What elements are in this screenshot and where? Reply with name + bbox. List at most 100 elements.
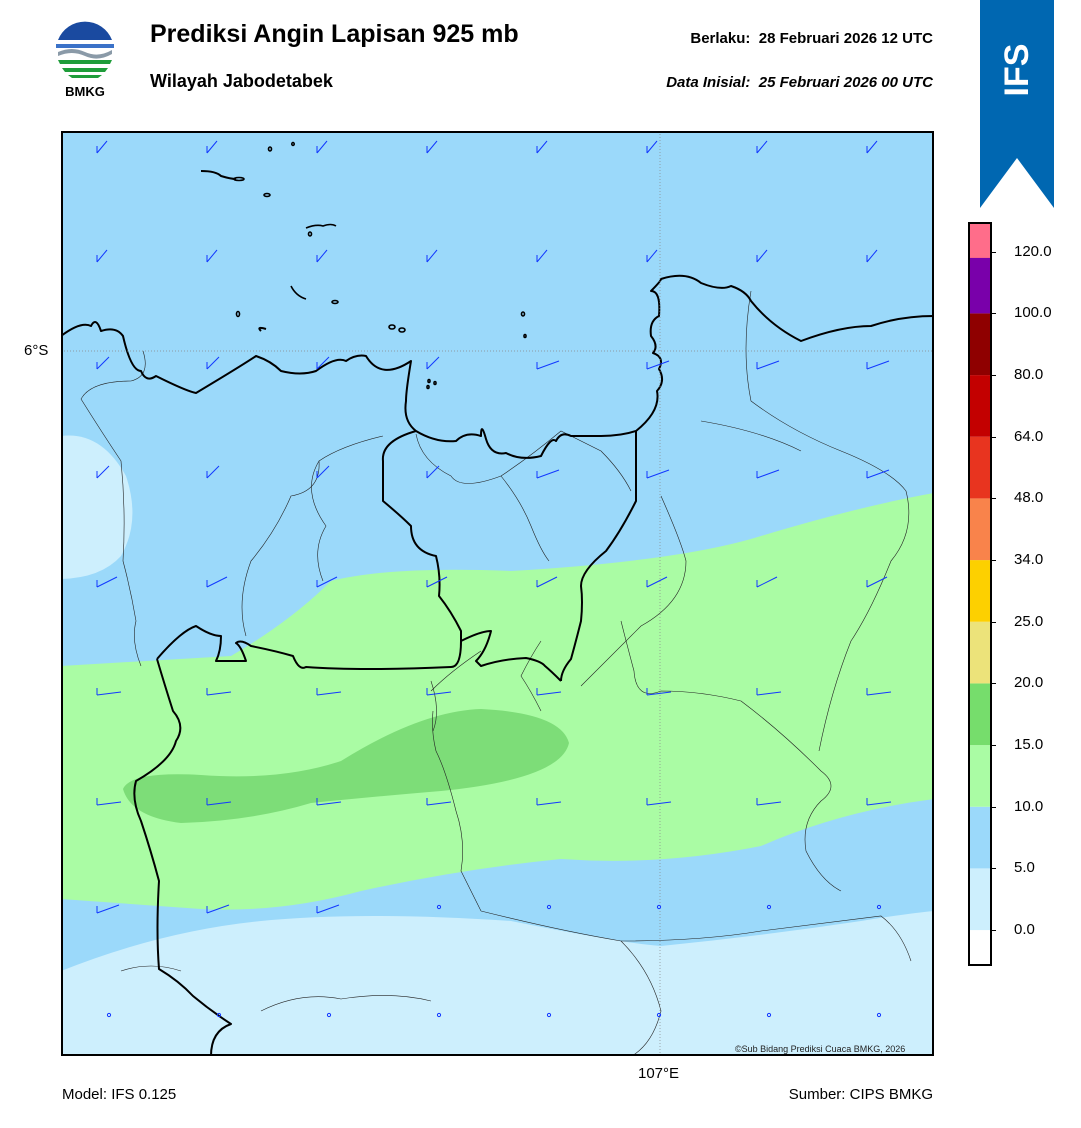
wind-barb [316, 904, 340, 914]
model-badge: IFS [998, 44, 1036, 97]
wind-barb [316, 465, 330, 479]
calm-marker [546, 1012, 552, 1018]
wind-barb [756, 249, 768, 263]
calm-marker [766, 1012, 772, 1018]
colorbar-tick-label: 0.0 [1014, 921, 1035, 939]
wind-barb [646, 140, 658, 154]
wind-shade-calm [61, 911, 934, 1056]
colorbar-cell [970, 560, 990, 622]
wind-barb [206, 249, 218, 263]
wind-barb [96, 465, 110, 479]
logo-text: BMKG [65, 84, 105, 99]
wind-barb [206, 356, 220, 370]
map-subtitle: Wilayah Jabodetabek [150, 71, 333, 91]
colorbar-tick-label: 5.0 [1014, 859, 1035, 877]
colorbar-cell [970, 375, 990, 437]
calm-marker [876, 1012, 882, 1018]
wind-barb [646, 798, 672, 806]
wind-barb [536, 140, 548, 154]
wind-barb [426, 688, 452, 696]
wind-barb [646, 360, 670, 370]
wind-barb [536, 688, 562, 696]
wind-barbs [96, 140, 892, 1018]
wind-barb [426, 465, 440, 479]
wind-barb [866, 469, 890, 479]
valid-time: Berlaku: 28 Februari 2026 12 UTC [690, 30, 933, 47]
wind-barb [756, 140, 768, 154]
wind-barb [206, 904, 230, 914]
colorbar-cell [970, 621, 990, 684]
colorbar [968, 222, 992, 966]
colorbar-tick-label: 64.0 [1014, 427, 1044, 445]
wind-barb [646, 576, 668, 588]
colorbar-cell [970, 806, 990, 869]
source-info: Sumber: CIPS BMKG [788, 1086, 933, 1103]
colorbar-tick-label: 48.0 [1014, 489, 1044, 507]
wind-barb [866, 140, 878, 154]
colorbar-cell [970, 683, 990, 746]
wind-barb [536, 469, 560, 479]
coastline [61, 170, 934, 459]
calm-marker [876, 904, 882, 910]
wind-barb [866, 798, 892, 806]
wind-barb [96, 688, 122, 696]
colorbar-tick [990, 868, 996, 870]
islands [233, 141, 527, 390]
wind-barb [866, 576, 888, 588]
calm-marker [656, 1012, 662, 1018]
wind-barb [756, 576, 778, 588]
colorbar-cell [970, 745, 990, 807]
wind-barb [206, 465, 220, 479]
wind-barb [426, 140, 438, 154]
admin-boundaries [80, 290, 912, 1056]
colorbar-tick-label: 25.0 [1014, 612, 1044, 630]
wind-barb [426, 576, 448, 588]
province-boundaries [133, 430, 637, 1056]
wind-barb [536, 798, 562, 806]
calm-marker [766, 904, 772, 910]
colorbar-tick [990, 560, 996, 562]
wind-barb [316, 249, 328, 263]
calm-marker [546, 904, 552, 910]
wind-barb [96, 904, 120, 914]
colorbar-cell [970, 868, 990, 931]
wind-barb [316, 798, 342, 806]
calm-marker [326, 1012, 332, 1018]
colorbar-tick-label: 15.0 [1014, 736, 1044, 754]
wind-barb [426, 798, 452, 806]
wind-barb [646, 688, 672, 696]
colorbar-tick [990, 683, 996, 685]
wind-barb [96, 356, 110, 370]
colorbar-tick [990, 498, 996, 500]
copyright: ©Sub Bidang Prediksi Cuaca BMKG, 2026 [735, 1044, 906, 1054]
wind-barb [96, 140, 108, 154]
colorbar-tick-label: 34.0 [1014, 551, 1044, 569]
wind-barb [536, 576, 558, 588]
wind-barb [426, 356, 440, 370]
colorbar-cell [970, 930, 990, 964]
wind-barb [426, 249, 438, 263]
wind-barb [96, 249, 108, 263]
bmkg-logo [52, 20, 118, 102]
wind-barb [206, 688, 232, 696]
wind-barb [866, 688, 892, 696]
lat-label: 6°S [24, 342, 49, 359]
colorbar-cell [970, 498, 990, 561]
init-time: Data Inisial: 25 Februari 2026 00 UTC [666, 74, 933, 91]
calm-marker [106, 1012, 112, 1018]
calm-marker [216, 1012, 222, 1018]
colorbar-frame [968, 222, 992, 966]
colorbar-tick-label: 20.0 [1014, 674, 1044, 692]
lon-label: 107°E [638, 1065, 680, 1082]
wind-map[interactable] [61, 131, 934, 1056]
wind-barb [756, 798, 782, 806]
colorbar-tick [990, 745, 996, 747]
wind-barb [536, 360, 560, 370]
model-info: Model: IFS 0.125 [62, 1086, 177, 1103]
wind-barb [316, 356, 330, 370]
wind-barb [96, 798, 122, 806]
valid-label: Berlaku: [690, 30, 751, 47]
wind-barb [756, 360, 780, 370]
colorbar-tick [990, 621, 996, 623]
colorbar-tick [990, 930, 996, 932]
